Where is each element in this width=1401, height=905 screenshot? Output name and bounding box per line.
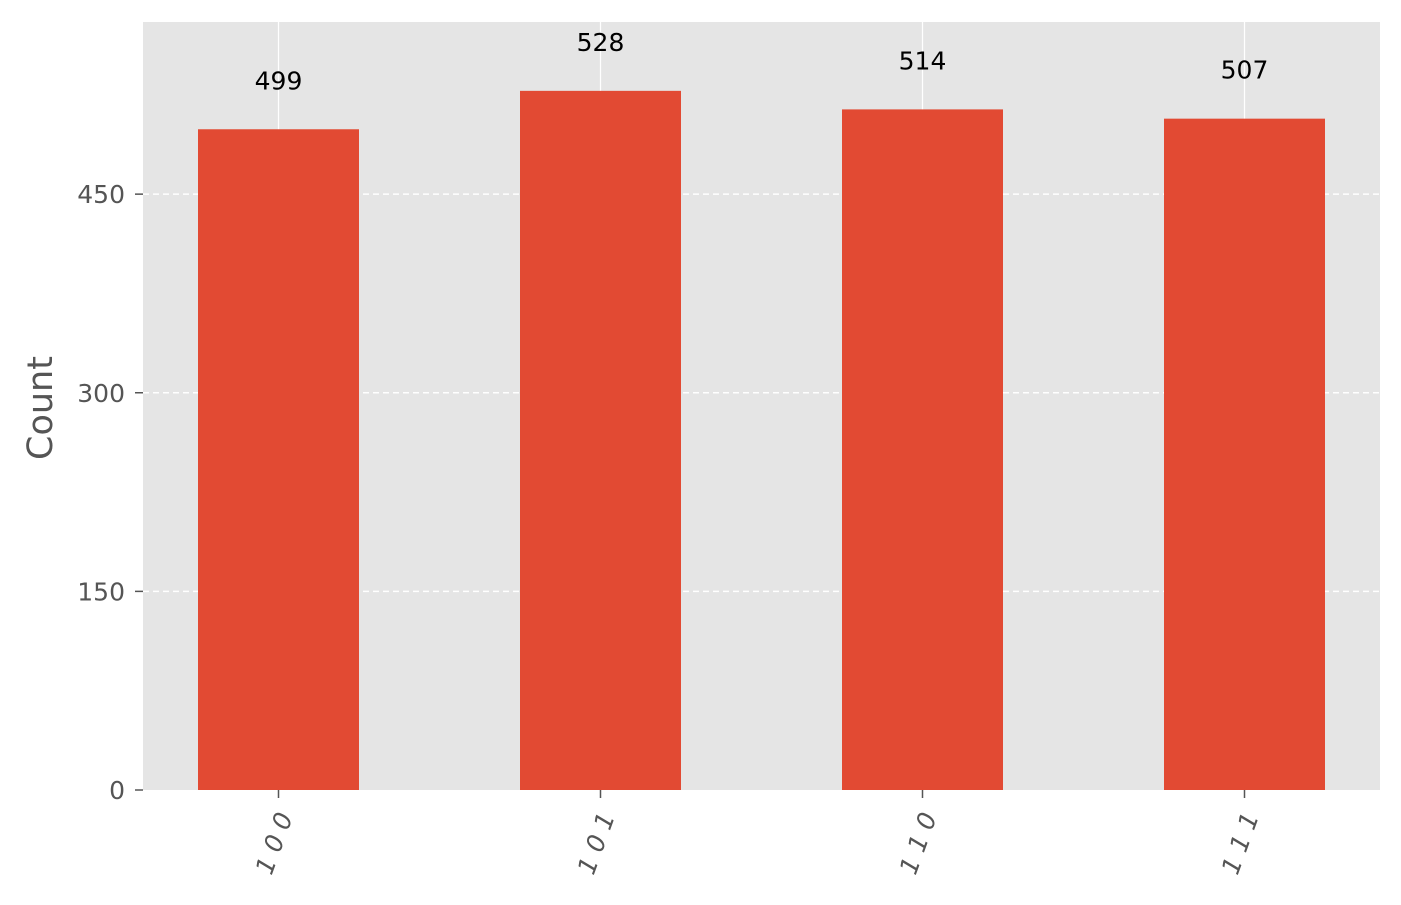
data-label: 514 — [899, 46, 947, 75]
y-tick-label: 300 — [77, 379, 125, 408]
x-axis-ticks: 1 0 0 1 0 1 1 1 0 1 1 1 — [250, 790, 1265, 878]
x-tick-label: 1 0 1 — [572, 809, 621, 879]
x-tick-label: 1 1 0 — [894, 809, 943, 879]
y-tick-label: 0 — [109, 776, 125, 805]
bar — [842, 109, 1003, 790]
y-tick-label: 450 — [77, 180, 125, 209]
bar — [1164, 118, 1325, 791]
bars — [198, 90, 1325, 791]
data-label: 499 — [255, 66, 303, 95]
data-label: 528 — [577, 28, 625, 57]
y-tick-label: 150 — [77, 577, 125, 606]
data-label: 507 — [1221, 56, 1269, 85]
x-tick-label: 1 0 0 — [250, 809, 299, 879]
y-axis-ticks: 0 150 300 450 — [77, 180, 143, 805]
y-axis-label: Count — [21, 356, 61, 460]
data-labels: 499 528 514 507 — [255, 28, 1269, 95]
bar — [198, 129, 359, 790]
x-tick-label: 1 1 1 — [1216, 809, 1265, 879]
bar — [520, 90, 681, 791]
